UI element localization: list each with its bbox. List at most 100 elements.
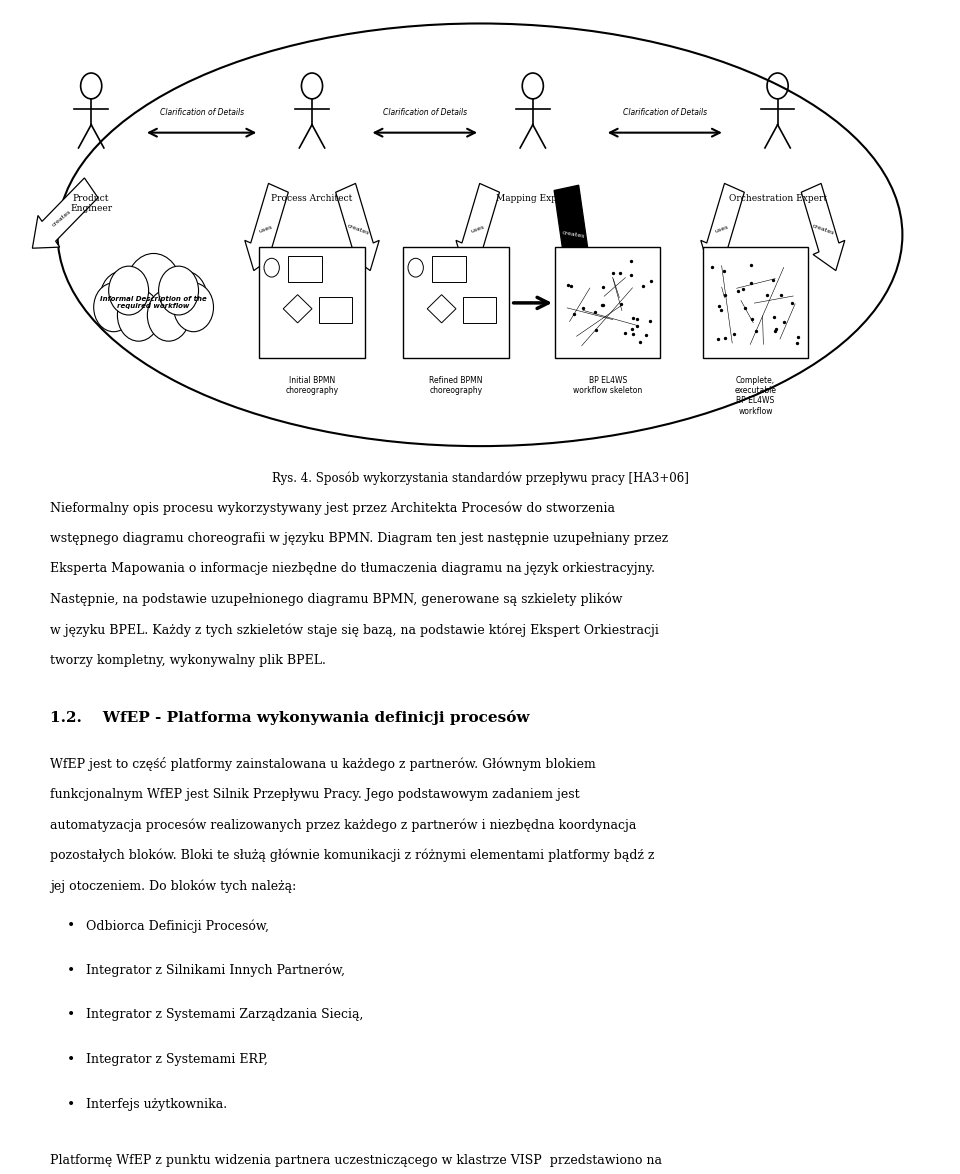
Text: creates: creates: [562, 230, 585, 238]
FancyArrow shape: [802, 183, 845, 270]
Point: [717, 286, 732, 305]
Point: [636, 277, 651, 296]
Polygon shape: [427, 295, 456, 323]
FancyArrow shape: [245, 183, 288, 270]
Point: [759, 285, 775, 304]
Circle shape: [126, 254, 181, 321]
Point: [564, 277, 579, 296]
FancyBboxPatch shape: [555, 247, 660, 358]
Text: jej otoczeniem. Do bloków tych należą:: jej otoczeniem. Do bloków tych należą:: [50, 879, 297, 892]
Point: [710, 330, 726, 349]
Text: uses: uses: [714, 224, 730, 234]
Text: •: •: [67, 1008, 75, 1023]
Circle shape: [108, 266, 149, 315]
Point: [612, 264, 627, 283]
FancyBboxPatch shape: [288, 256, 322, 282]
Text: •: •: [67, 919, 75, 933]
Text: Orchestration Expert: Orchestration Expert: [729, 194, 827, 203]
Point: [789, 333, 804, 352]
Text: WfEP jest to część platformy zainstalowana u każdego z partnerów. Głównym blokie: WfEP jest to część platformy zainstalowa…: [50, 757, 595, 771]
Point: [777, 313, 792, 332]
Point: [784, 294, 800, 312]
Text: Rys. 4. Sposób wykorzystania standardów przepływu pracy [HA3+06]: Rys. 4. Sposób wykorzystania standardów …: [272, 472, 688, 485]
FancyBboxPatch shape: [259, 247, 365, 358]
Text: Nieformalny opis procesu wykorzystywany jest przez Architekta Procesów do stworz: Nieformalny opis procesu wykorzystywany …: [50, 501, 615, 514]
FancyBboxPatch shape: [463, 297, 496, 323]
Point: [625, 319, 640, 338]
Point: [629, 317, 644, 336]
Circle shape: [158, 266, 199, 315]
Text: funkcjonalnym WfEP jest Silnik Przepływu Pracy. Jego podstawowym zadaniem jest: funkcjonalnym WfEP jest Silnik Przepływu…: [50, 788, 580, 801]
FancyArrow shape: [554, 185, 595, 281]
Point: [638, 325, 654, 344]
Circle shape: [162, 271, 207, 326]
Point: [561, 275, 576, 294]
Circle shape: [117, 289, 159, 342]
Point: [626, 309, 641, 328]
Point: [744, 310, 759, 329]
Point: [713, 301, 729, 319]
Point: [765, 270, 780, 289]
Text: Clarification of Details: Clarification of Details: [383, 108, 467, 117]
FancyBboxPatch shape: [319, 297, 352, 323]
Text: Mapping Expert: Mapping Expert: [495, 194, 570, 203]
Point: [633, 333, 648, 352]
Text: Product
Engineer: Product Engineer: [70, 194, 112, 214]
Text: Integrator z Silnikami Innych Partnerów,: Integrator z Silnikami Innych Partnerów,: [86, 964, 346, 977]
Text: 1.2.    WfEP - Platforma wykonywania definicji procesów: 1.2. WfEP - Platforma wykonywania defini…: [50, 710, 529, 726]
Text: creates: creates: [346, 223, 370, 236]
Text: Process Architect: Process Architect: [272, 194, 352, 203]
Text: Eksperta Mapowania o informacje niezbędne do tłumaczenia diagramu na język orkie: Eksperta Mapowania o informacje niezbędn…: [50, 562, 655, 575]
Text: tworzy kompletny, wykonywalny plik BPEL.: tworzy kompletny, wykonywalny plik BPEL.: [50, 654, 325, 667]
Text: Interfejs użytkownika.: Interfejs użytkownika.: [86, 1098, 228, 1111]
Text: creates: creates: [51, 209, 72, 228]
Circle shape: [408, 258, 423, 277]
Point: [768, 319, 783, 338]
Text: uses: uses: [258, 224, 274, 234]
FancyArrow shape: [336, 183, 379, 270]
Point: [588, 321, 604, 339]
Circle shape: [264, 258, 279, 277]
Point: [587, 303, 602, 322]
Point: [605, 264, 620, 283]
FancyBboxPatch shape: [432, 256, 466, 282]
FancyBboxPatch shape: [703, 247, 808, 358]
Point: [618, 323, 634, 342]
Text: Integrator z Systemami Zarządzania Siecią,: Integrator z Systemami Zarządzania Sieci…: [86, 1008, 364, 1021]
Point: [613, 295, 629, 313]
Point: [743, 256, 758, 275]
Point: [718, 329, 733, 348]
Text: •: •: [67, 1053, 75, 1067]
Text: Refined BPMN
choreography: Refined BPMN choreography: [429, 376, 483, 396]
Point: [737, 299, 753, 318]
Point: [790, 328, 805, 346]
Text: creates: creates: [811, 223, 835, 236]
Point: [773, 285, 788, 304]
FancyArrow shape: [33, 178, 98, 248]
Point: [743, 274, 758, 292]
Point: [595, 278, 611, 297]
Text: Informal Description of the
required workflow: Informal Description of the required wor…: [100, 296, 207, 310]
Text: •: •: [67, 964, 75, 978]
Text: w języku BPEL. Każdy z tych szkieletów staje się bazą, na podstawie której Ekspe: w języku BPEL. Każdy z tych szkieletów s…: [50, 623, 659, 636]
Text: uses: uses: [469, 224, 485, 234]
Point: [748, 322, 763, 340]
Point: [767, 322, 782, 340]
Point: [643, 271, 659, 290]
Text: wstępnego diagramu choreografii w języku BPMN. Diagram ten jest następnie uzupeł: wstępnego diagramu choreografii w języku…: [50, 532, 668, 545]
Point: [716, 262, 732, 281]
Text: Clarification of Details: Clarification of Details: [623, 108, 707, 117]
Text: Integrator z Systemami ERP,: Integrator z Systemami ERP,: [86, 1053, 268, 1066]
Point: [735, 279, 751, 298]
Text: Complete,
executable
BP EL4WS
workflow: Complete, executable BP EL4WS workflow: [734, 376, 777, 416]
Circle shape: [100, 271, 145, 326]
Text: Następnie, na podstawie uzupełnionego diagramu BPMN, generowane są szkielety pli: Następnie, na podstawie uzupełnionego di…: [50, 593, 622, 606]
Text: Clarification of Details: Clarification of Details: [159, 108, 244, 117]
FancyArrow shape: [456, 183, 499, 270]
Point: [766, 308, 781, 326]
Point: [642, 311, 658, 330]
Text: pozostałych bloków. Bloki te służą głównie komunikacji z różnymi elementami plat: pozostałych bloków. Bloki te służą główn…: [50, 849, 655, 862]
Point: [710, 297, 726, 316]
Point: [566, 304, 582, 323]
Point: [705, 257, 720, 276]
